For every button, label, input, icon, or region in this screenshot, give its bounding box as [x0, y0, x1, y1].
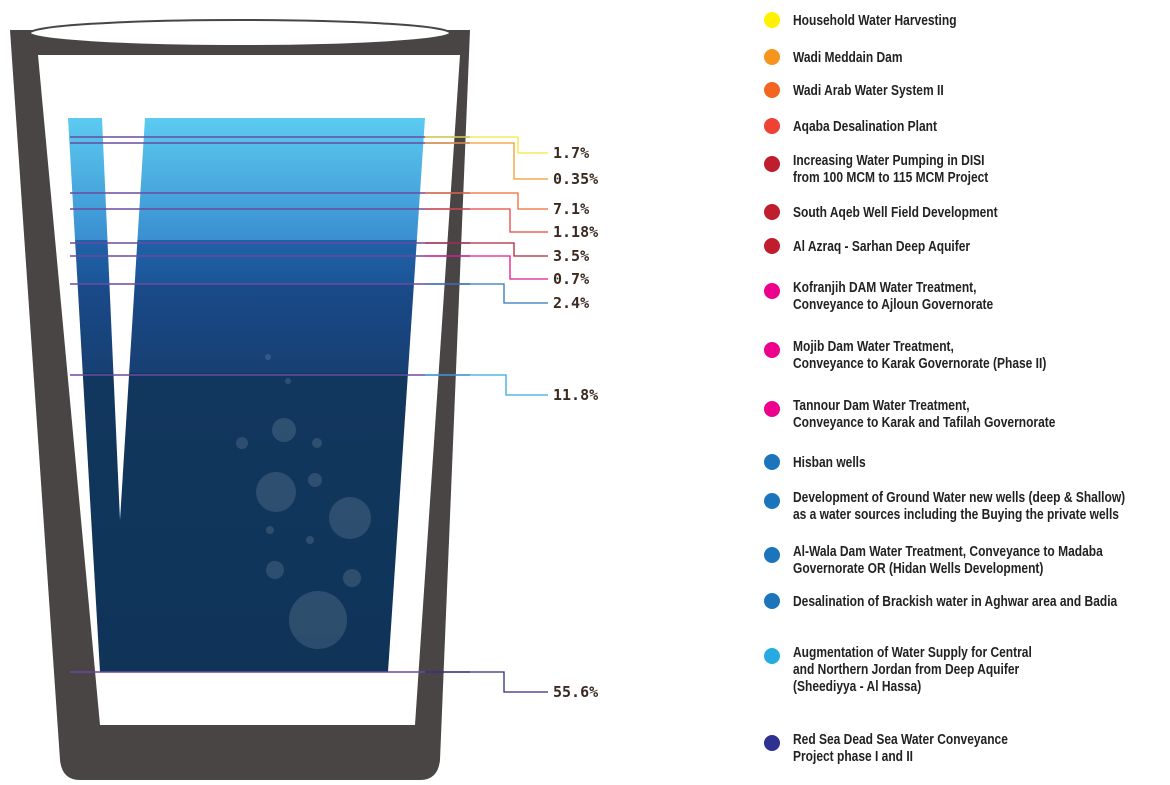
legend-dot	[764, 12, 780, 28]
callout-label: 55.6%	[553, 683, 598, 701]
callout-connector	[425, 374, 548, 396]
legend: Household Water Harvesting Wadi Meddain D…	[764, 12, 1125, 765]
callout-connector	[425, 242, 548, 257]
legend-text: Conveyance to Karak and Tafilah Governor…	[793, 414, 1056, 431]
callout-label: 0.7%	[553, 270, 589, 288]
legend-text: Al Azraq - Sarhan Deep Aquifer	[793, 238, 971, 255]
legend-dot	[764, 735, 780, 751]
legend-dot	[764, 401, 780, 417]
legend-dot	[764, 82, 780, 98]
callout-label: 11.8%	[553, 386, 598, 404]
callout-label: 1.18%	[553, 223, 598, 241]
legend-text: Hisban wells	[793, 454, 866, 471]
glass	[10, 19, 470, 780]
legend-text: South Aqeb Well Field Development	[793, 204, 998, 221]
legend-text: Mojib Dam Water Treatment,	[793, 338, 954, 355]
callout-connector	[425, 255, 548, 280]
legend-text: Desalination of Brackish water in Aghwar…	[793, 593, 1118, 610]
callout-connector	[425, 208, 548, 233]
legend-text: Conveyance to Karak Governorate (Phase I…	[793, 355, 1046, 372]
callout-label: 3.5%	[553, 247, 589, 265]
legend-text: from 100 MCM to 115 MCM Project	[793, 169, 989, 186]
legend-dot	[764, 493, 780, 509]
legend-text: (Sheediyya - Al Hassa)	[793, 678, 921, 695]
legend-text: Wadi Meddain Dam	[793, 49, 903, 66]
legend-dot	[764, 454, 780, 470]
legend-dot	[764, 49, 780, 65]
legend-dot	[764, 204, 780, 220]
legend-text: Aqaba Desalination Plant	[793, 118, 937, 135]
legend-text: Conveyance to Ajloun Governorate	[793, 296, 994, 313]
legend-text: as a water sources including the Buying …	[793, 506, 1119, 523]
legend-dot	[764, 547, 780, 563]
legend-text: Al-Wala Dam Water Treatment, Conveyance …	[793, 543, 1103, 560]
legend-dot	[764, 238, 780, 254]
callout-label: 7.1%	[553, 200, 589, 218]
callout-connector	[425, 136, 548, 154]
callouts: 1.7% 0.35% 7.1% 1.18% 3.5% 0.7% 2.4% 11.8% 55.6%	[70, 136, 598, 701]
callout-label: 0.35%	[553, 170, 598, 188]
callout-connector	[425, 671, 548, 693]
legend-text: Kofranjih DAM Water Treatment,	[793, 279, 977, 296]
legend-text: and Northern Jordan from Deep Aquifer	[793, 661, 1020, 678]
legend-dot	[764, 593, 780, 609]
legend-text: Increasing Water Pumping in DISI	[793, 152, 985, 169]
legend-text: Project phase I and II	[793, 748, 913, 765]
legend-text: Household Water Harvesting	[793, 12, 957, 29]
legend-dot	[764, 156, 780, 172]
legend-text: Augmentation of Water Supply for Central	[793, 644, 1032, 661]
legend-dot	[764, 283, 780, 299]
callout-connector	[425, 192, 548, 210]
legend-text: Development of Ground Water new wells (d…	[793, 489, 1125, 506]
legend-text: Red Sea Dead Sea Water Conveyance	[793, 731, 1008, 748]
legend-dot	[764, 342, 780, 358]
legend-text: Governorate OR (Hidan Wells Development)	[793, 560, 1043, 577]
callout-label: 2.4%	[553, 294, 589, 312]
legend-text: Wadi Arab Water System II	[793, 82, 944, 99]
legend-dot	[764, 118, 780, 134]
callout-label: 1.7%	[553, 144, 589, 162]
legend-dot	[764, 648, 780, 664]
callout-connector	[425, 283, 548, 304]
legend-text: Tannour Dam Water Treatment,	[793, 397, 970, 414]
callout-connector	[425, 142, 548, 180]
